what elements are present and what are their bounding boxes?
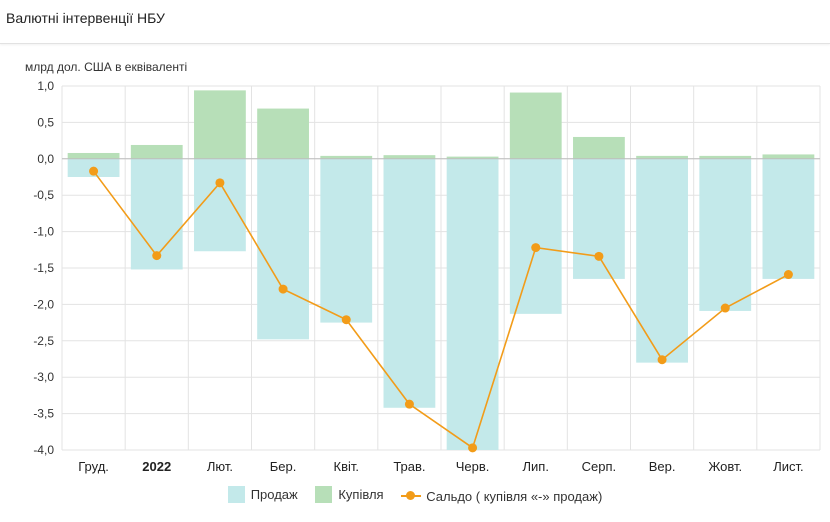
legend-swatch-sales (227, 486, 245, 503)
bar-purchases (762, 154, 815, 159)
legend-swatch-purchases (315, 486, 333, 503)
chart-title: Валютні інтервенції НБУ (6, 10, 165, 26)
balance-point (278, 284, 288, 294)
x-tick-label: Лип. (523, 459, 549, 474)
balance-line (92, 170, 789, 450)
legend-label-sales: Продаж (250, 487, 298, 502)
x-tick-label: Груд. (78, 459, 109, 474)
y-tick-label: -1,0 (33, 225, 54, 239)
x-tick-label: Трав. (393, 459, 425, 474)
bar-purchases (320, 155, 373, 159)
balance-point (468, 443, 478, 453)
bar-purchases (446, 156, 499, 159)
balance-point (531, 243, 541, 253)
bar-sales (130, 158, 183, 270)
bar-sales (699, 158, 752, 311)
x-tick-label: Бер. (270, 459, 297, 474)
balance-point (341, 315, 351, 325)
legend-item-purchases[interactable]: Купівля (315, 486, 384, 503)
bar-purchases (636, 155, 688, 159)
balance-point (657, 355, 667, 365)
x-tick-label: Лист. (773, 459, 803, 474)
bar-sales (194, 158, 246, 252)
y-tick-label: -3,5 (33, 407, 54, 421)
x-tick-label: Лют. (207, 459, 233, 474)
balance-point (720, 303, 730, 313)
chart-header: Валютні інтервенції НБУ (0, 0, 830, 44)
x-tick-label: Серп. (582, 459, 617, 474)
y-tick-label: -2,0 (33, 297, 54, 311)
y-tick-label: -1,5 (33, 261, 54, 275)
bar-sales (573, 158, 625, 279)
balance-point (89, 166, 99, 176)
interventions-chart: 1,0 0,5 0,0 -0,5 -1,0 -1,5 -2,0 -2,5 -3,0 -3,5 -4,… (33, 79, 821, 474)
y-tick-label: -4,0 (33, 443, 54, 457)
bar-sales (509, 158, 562, 314)
bar-sales (257, 158, 309, 340)
balance-point (152, 251, 162, 261)
y-tick-label: -2,5 (33, 334, 54, 348)
balance-point (404, 399, 414, 409)
bar-purchases (257, 108, 309, 159)
y-tick-label: -0,5 (33, 188, 54, 202)
bar-purchases (509, 92, 562, 159)
legend-label-purchases: Купівля (338, 487, 384, 502)
x-tick-label: Вер. (649, 459, 676, 474)
balance-point (783, 270, 793, 280)
bar-purchases (67, 152, 120, 159)
balance-point (215, 178, 225, 188)
x-tick-label: Квіт. (334, 459, 360, 474)
y-tick-label: -3,0 (33, 370, 54, 384)
bar-purchases (383, 155, 436, 159)
legend-item-sales[interactable]: Продаж (227, 486, 298, 503)
y-tick-label: 1,0 (37, 79, 54, 93)
bar-sales (446, 158, 499, 451)
bar-purchases (130, 144, 183, 159)
y-tick-label: 0,5 (37, 115, 54, 129)
legend-label-balance: Сальдо ( купівля «-» продаж) (426, 488, 603, 504)
x-tick-label: Черв. (456, 459, 490, 474)
x-tick-label: Жовт. (708, 459, 742, 474)
bar-sales (636, 158, 688, 363)
x-tick-label: 2022 (142, 459, 171, 474)
bar-purchases (573, 136, 625, 159)
chart-legend: Продаж Купівля Сальдо ( купівля «-» прод… (0, 486, 830, 506)
bar-sales (762, 158, 815, 279)
legend-item-balance[interactable]: Сальдо ( купівля «-» продаж) (401, 489, 602, 504)
bar-purchases (699, 155, 752, 159)
balance-point (594, 251, 604, 261)
bar-sales (383, 158, 436, 408)
bar-sales (320, 158, 373, 323)
y-axis-unit-label: млрд дол. США в еквіваленті (25, 60, 188, 74)
y-tick-label: 0,0 (37, 152, 54, 166)
bar-purchases (194, 90, 246, 159)
legend-swatch-balance (401, 489, 422, 503)
